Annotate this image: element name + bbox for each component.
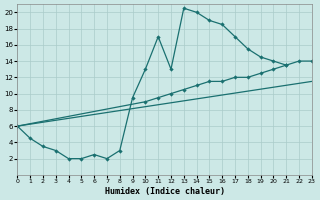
X-axis label: Humidex (Indice chaleur): Humidex (Indice chaleur) — [105, 187, 225, 196]
